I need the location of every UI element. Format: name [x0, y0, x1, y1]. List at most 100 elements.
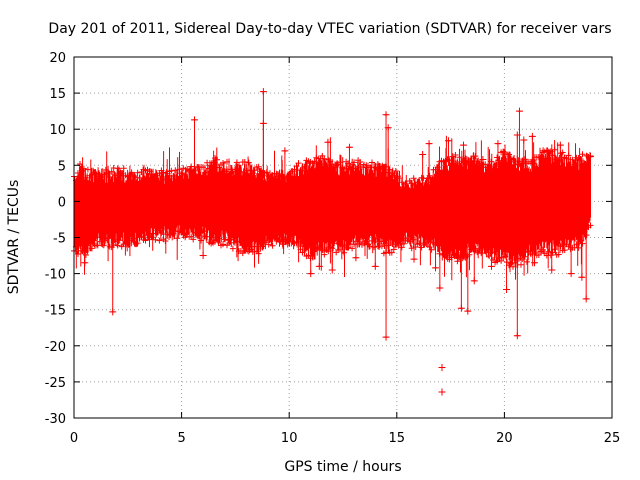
outlier-marker [324, 138, 332, 146]
y-tick-label: 20 [49, 51, 66, 66]
outlier-marker [543, 147, 551, 155]
outlier-marker [199, 252, 207, 260]
x-tick-label: 15 [389, 431, 406, 446]
x-axis-label: GPS time / hours [284, 459, 401, 475]
outlier-marker [556, 141, 564, 149]
y-tick-labels: -30 -25 -20 -15 -10 -5 0 5 10 15 20 [45, 51, 66, 427]
outlier-marker [109, 308, 117, 316]
outlier-marker [345, 143, 353, 151]
outlier-marker [191, 116, 199, 124]
outlier-marker [503, 285, 511, 293]
outlier-marker [432, 264, 440, 272]
outlier-marker [513, 131, 521, 139]
outlier-point [371, 237, 379, 270]
chart-title: Day 201 of 2011, Sidereal Day-to-day VTE… [48, 21, 611, 37]
outlier-marker [259, 119, 267, 127]
outlier-marker [464, 307, 472, 315]
outlier-marker [479, 156, 487, 164]
outlier-point [259, 119, 267, 179]
outlier-marker [487, 262, 495, 270]
outlier-point [438, 388, 446, 396]
plot-area [71, 88, 594, 396]
outlier-point [515, 107, 523, 167]
outlier-marker [315, 262, 323, 270]
x-tick-label: 20 [496, 431, 513, 446]
outlier-marker [515, 107, 523, 115]
outlier-point [324, 138, 332, 168]
x-tick-label: 5 [177, 431, 185, 446]
outlier-marker [582, 295, 590, 303]
outlier-marker [567, 270, 575, 278]
outlier-point [513, 257, 521, 340]
outlier-point [419, 150, 427, 187]
outlier-marker [586, 153, 594, 161]
outlier-point [345, 143, 353, 171]
x-tick-labels: 0 5 10 15 20 25 [70, 431, 620, 446]
x-tick-label: 10 [281, 431, 298, 446]
outlier-point [382, 111, 390, 173]
outlier-point [382, 244, 390, 341]
outlier-point [199, 230, 207, 260]
outlier-marker [494, 140, 502, 148]
outlier-point [432, 241, 440, 272]
outlier-point [457, 251, 465, 312]
outlier-point [548, 244, 556, 274]
outlier-marker [528, 132, 536, 140]
outlier-point [425, 140, 433, 187]
outlier-marker [460, 141, 468, 149]
outlier-marker [419, 150, 427, 158]
outlier-marker [513, 332, 521, 340]
y-tick-label: -10 [45, 268, 66, 283]
outlier-point [513, 131, 521, 167]
y-tick-label: 10 [49, 123, 66, 138]
outlier-marker [444, 137, 452, 145]
y-tick-label: 15 [49, 87, 66, 102]
outlier-point [586, 153, 594, 162]
outlier-point [444, 137, 452, 167]
outlier-marker [384, 124, 392, 132]
outlier-marker [449, 153, 457, 161]
outlier-point [307, 251, 315, 278]
y-tick-label: 0 [58, 195, 66, 210]
outlier-point [384, 124, 392, 174]
outlier-point [531, 246, 539, 267]
outlier-point [556, 141, 564, 163]
outlier-point [410, 237, 418, 263]
axis-ticks [73, 56, 613, 419]
outlier-point [567, 240, 575, 278]
outlier-point [328, 241, 336, 274]
outlier-marker [436, 284, 444, 292]
x-tick-label: 25 [604, 431, 621, 446]
outlier-point [109, 237, 117, 316]
y-tick-label: -15 [45, 304, 66, 319]
outlier-point [470, 244, 478, 285]
outlier-marker [531, 259, 539, 267]
outlier-point [528, 132, 536, 167]
outlier-point [479, 156, 487, 169]
outlier-marker [410, 255, 418, 263]
outlier-marker [281, 147, 289, 155]
outlier-marker [438, 388, 446, 396]
y-tick-label: -25 [45, 376, 66, 391]
outlier-point [438, 363, 446, 371]
outlier-point [543, 147, 551, 159]
outlier-point [191, 116, 199, 174]
outlier-point [81, 244, 89, 267]
outlier-point [582, 228, 590, 303]
outlier-marker [307, 270, 315, 278]
y-tick-label: -30 [45, 412, 66, 427]
outlier-marker [259, 88, 267, 96]
outlier-point [578, 234, 586, 281]
outlier-marker [371, 262, 379, 270]
outlier-marker [520, 136, 528, 144]
outlier-point [436, 244, 444, 292]
outlier-point [449, 153, 457, 166]
outlier-point [520, 136, 528, 169]
outlier-marker [328, 266, 336, 274]
outlier-marker [352, 254, 360, 262]
x-tick-label: 0 [70, 431, 78, 446]
outlier-marker [382, 111, 390, 119]
data-points [71, 88, 594, 396]
outlier-point [494, 140, 502, 167]
